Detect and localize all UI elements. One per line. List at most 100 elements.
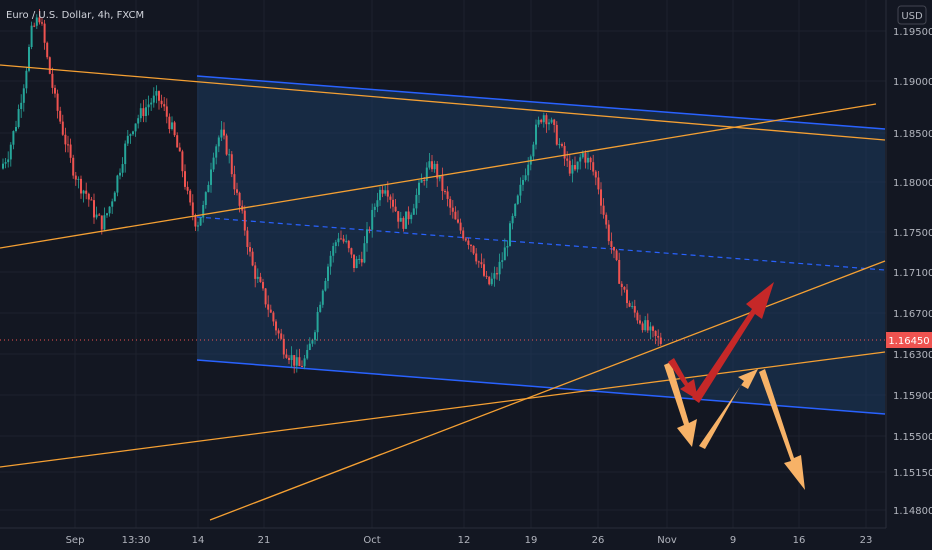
candle-body <box>293 355 296 366</box>
candlestick-series <box>2 8 662 374</box>
candle-body <box>181 151 184 172</box>
candle-body <box>121 164 124 173</box>
candle-body <box>519 184 522 196</box>
arrow-red-up <box>692 282 774 403</box>
candle-body <box>340 238 342 240</box>
candle-body <box>269 309 272 313</box>
candle-body <box>350 248 353 255</box>
candle-body <box>98 214 101 216</box>
candle-body <box>475 253 478 262</box>
candle-body <box>210 169 212 185</box>
time-tick-label: 23 <box>860 535 873 546</box>
candle-body <box>178 147 181 152</box>
candle-body <box>574 165 576 170</box>
candle-body <box>464 238 467 241</box>
price-tick-label: 1.14800 <box>893 506 932 517</box>
candle-body <box>649 326 652 331</box>
candle-body <box>33 25 36 27</box>
candle-body <box>22 88 25 103</box>
candle-body <box>633 306 636 313</box>
candle-body <box>644 320 647 331</box>
candle-body <box>501 260 504 262</box>
time-tick-label: 19 <box>525 535 538 546</box>
candle-body <box>509 223 511 247</box>
candle-body <box>223 129 225 136</box>
candle-body <box>600 189 602 206</box>
candle-body <box>441 175 444 192</box>
candle-body <box>449 198 452 208</box>
candle-body <box>368 229 371 231</box>
arrow-red-down <box>668 358 698 400</box>
candle-body <box>342 238 345 242</box>
time-tick-label: 9 <box>730 535 736 546</box>
candle-body <box>454 211 457 220</box>
arrow-orange-down-2 <box>759 369 805 490</box>
candle-body <box>288 357 290 361</box>
candle-body <box>321 290 324 305</box>
candle-body <box>77 178 80 180</box>
candle-body <box>306 350 309 359</box>
candle-body <box>262 282 264 289</box>
candle-body <box>659 337 662 344</box>
candle-body <box>493 273 496 279</box>
candle-body <box>384 190 387 194</box>
price-axis-ticks: 1.19500 1.19000 1.18500 1.18000 1.17500 1.171… <box>893 27 932 517</box>
price-tick-label: 1.15500 <box>893 432 932 443</box>
candle-body <box>646 320 649 331</box>
candle-body <box>12 131 15 145</box>
candle-body <box>155 91 158 96</box>
candle-body <box>386 190 389 197</box>
candle-body <box>503 247 506 261</box>
candle-body <box>35 17 38 26</box>
candle-body <box>176 135 179 148</box>
candle-body <box>85 190 88 194</box>
candle-body <box>561 144 563 146</box>
candle-body <box>550 119 553 123</box>
time-tick-label: Oct <box>363 535 380 546</box>
price-tick-label: 1.18000 <box>893 178 932 189</box>
candle-body <box>376 200 379 207</box>
candle-body <box>95 214 98 218</box>
candle-body <box>168 116 171 130</box>
time-axis-background[interactable] <box>0 528 886 550</box>
candle-body <box>532 144 535 157</box>
price-tick-label: 1.19000 <box>893 77 932 88</box>
candle-body <box>51 73 54 88</box>
currency-label-box[interactable] <box>897 5 927 25</box>
candle-body <box>347 240 350 249</box>
candle-body <box>472 245 475 254</box>
candle-body <box>613 246 615 251</box>
candle-body <box>80 178 82 194</box>
candle-body <box>38 17 41 23</box>
candle-body <box>496 273 498 275</box>
time-tick-label: Nov <box>657 535 677 546</box>
candle-body <box>587 157 589 163</box>
candle-body <box>48 57 51 74</box>
candle-body <box>202 204 205 218</box>
candle-body <box>215 146 218 158</box>
price-tick-label: 1.19500 <box>893 27 932 38</box>
candle-body <box>436 163 439 179</box>
candle-body <box>392 199 394 207</box>
candle-body <box>43 23 46 43</box>
candle-body <box>267 304 270 310</box>
candle-body <box>228 154 231 156</box>
descending-channel-fill <box>197 76 885 414</box>
candle-body <box>366 229 368 244</box>
channel-upper-line <box>196 75 886 130</box>
candle-body <box>623 287 626 290</box>
candle-body <box>158 91 160 101</box>
time-tick-label: 13:30 <box>122 535 151 546</box>
price-axis-background[interactable] <box>886 0 932 550</box>
candle-body <box>249 247 251 252</box>
candle-body <box>527 164 530 176</box>
candle-body <box>212 157 215 170</box>
time-tick-label: 26 <box>592 535 605 546</box>
candle-body <box>602 205 605 215</box>
candle-body <box>641 323 644 331</box>
candle-body <box>360 258 363 263</box>
candle-body <box>277 330 280 334</box>
candle-body <box>535 124 537 145</box>
price-tick-label: 1.15900 <box>893 391 932 402</box>
